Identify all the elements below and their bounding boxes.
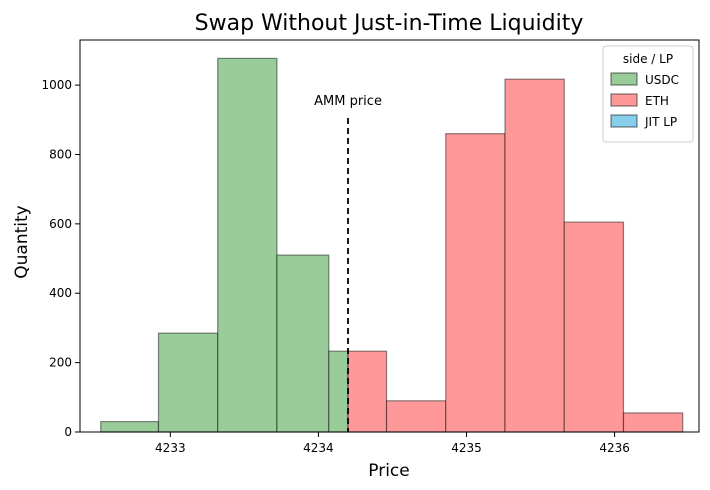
legend-swatch-eth [610, 93, 638, 107]
legend-label-eth: ETH [645, 94, 669, 108]
bar-usdc-3 [276, 254, 330, 433]
y-tick-label: 200 [49, 356, 72, 370]
legend-swatch-usdc [610, 72, 638, 86]
bar-eth-2 [445, 133, 506, 433]
legend: side / LP USDC ETH JIT LP [602, 45, 694, 143]
y-tick-label: 600 [49, 217, 72, 231]
legend-label-usdc: USDC [645, 73, 679, 87]
y-tick-label: 1000 [41, 78, 72, 92]
bar-usdc-4 [328, 350, 349, 433]
legend-title: side / LP [623, 52, 673, 66]
y-tick-label: 400 [49, 286, 72, 300]
y-tick-label: 800 [49, 147, 72, 161]
x-axis-label: Price [368, 461, 409, 481]
bar-eth-1 [385, 400, 447, 433]
y-axis-label: Quantity [12, 205, 32, 278]
bar-eth-5 [622, 412, 684, 433]
bar-eth-4 [563, 221, 625, 433]
bar-eth-0 [347, 350, 388, 433]
x-tick-label: 4233 [155, 441, 186, 455]
bar-usdc-2 [217, 57, 278, 433]
plot-frame [79, 39, 700, 433]
annotations-group: AMM price [314, 94, 382, 432]
bar-usdc-1 [157, 332, 219, 433]
bar-eth-3 [504, 78, 565, 433]
legend-swatch-jit-lp [610, 114, 638, 128]
x-tick-label: 4235 [451, 441, 482, 455]
y-ticks-group: 0 200 400 600 800 1000 [41, 78, 80, 439]
x-tick-label: 4236 [599, 441, 630, 455]
y-tick-label: 0 [64, 425, 72, 439]
chart-title: Swap Without Just-in-Time Liquidity [195, 11, 584, 36]
x-ticks-group: 4233 4234 4235 4236 [155, 432, 630, 455]
legend-label-jit-lp: JIT LP [644, 115, 677, 129]
bar-usdc-0 [100, 420, 160, 433]
bars-group [100, 57, 684, 433]
x-tick-label: 4234 [303, 441, 334, 455]
amm-price-label: AMM price [314, 94, 382, 109]
